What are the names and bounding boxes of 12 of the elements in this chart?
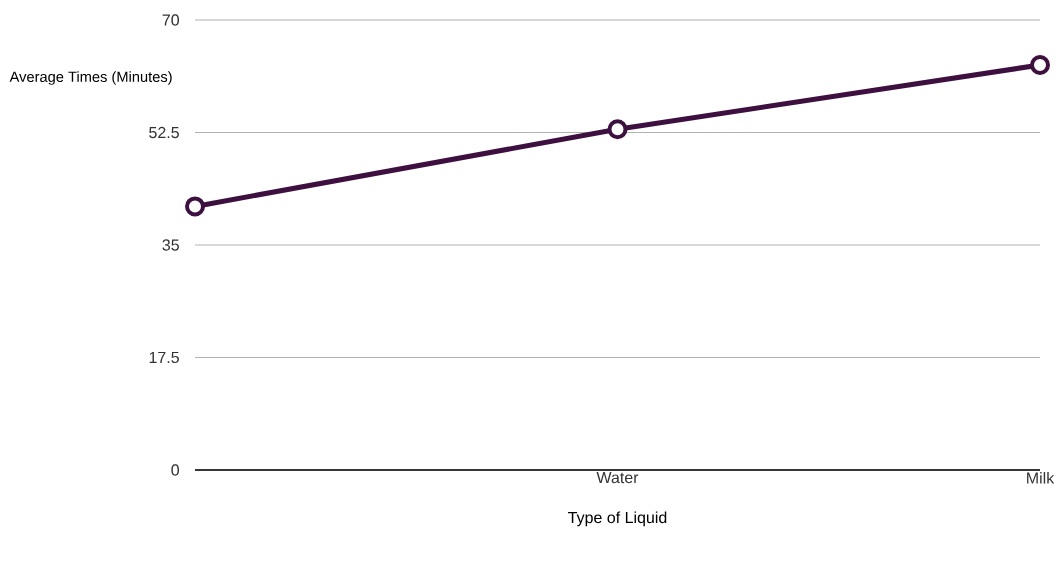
y-tick-label: 0 [171, 464, 180, 476]
y-tick-label: 70 [162, 14, 180, 26]
y-tick-label: 17.5 [149, 351, 179, 364]
y-axis-title: Average Times (Minutes) [9, 71, 172, 85]
x-tick-label: Milk [1027, 472, 1055, 484]
point [1030, 55, 1050, 75]
point [607, 119, 628, 140]
point [185, 196, 205, 217]
y-tick-label: 52.5 [149, 126, 179, 139]
y-tick-label: 35 [162, 239, 179, 251]
x-tick-label: Water [596, 472, 639, 484]
x-axis-title: Type of Liquid [568, 511, 667, 527]
